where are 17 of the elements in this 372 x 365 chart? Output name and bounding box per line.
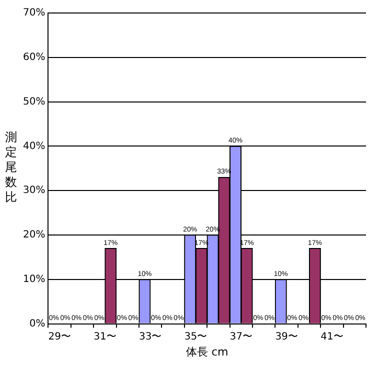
x-tick-label: 31〜 bbox=[94, 331, 116, 342]
x-axis-title: 体長 cm bbox=[186, 345, 228, 358]
x-tick-label: 41〜 bbox=[320, 331, 344, 342]
x-tick-label: 29〜 bbox=[48, 331, 71, 342]
y-axis-title: 測定尾数比 bbox=[4, 130, 18, 205]
y-tick-label: 10% bbox=[22, 274, 46, 285]
y-tick-label: 40% bbox=[22, 140, 46, 152]
x-tick-label: 37〜 bbox=[230, 331, 253, 342]
y-tick-label: 50% bbox=[22, 96, 46, 108]
x-tick-label: 33〜 bbox=[139, 331, 162, 342]
y-tick-label: 0% bbox=[29, 318, 46, 330]
y-tick-label: 60% bbox=[22, 52, 46, 63]
x-tick-label: 39〜 bbox=[275, 331, 298, 342]
y-tick-label: 30% bbox=[22, 185, 46, 196]
y-tick-label: 70% bbox=[22, 8, 46, 19]
x-tick-label: 35〜 bbox=[184, 331, 208, 342]
y-tick-label: 20% bbox=[22, 230, 46, 241]
